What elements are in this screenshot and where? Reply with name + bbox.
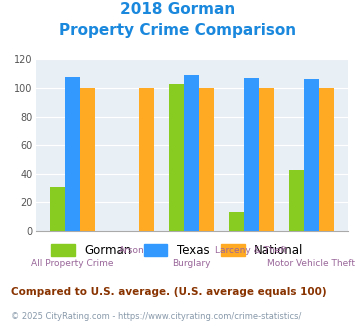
Text: Arson: Arson — [119, 246, 145, 255]
Text: © 2025 CityRating.com - https://www.cityrating.com/crime-statistics/: © 2025 CityRating.com - https://www.city… — [11, 312, 301, 321]
Text: Larceny & Theft: Larceny & Theft — [215, 246, 288, 255]
Bar — [259, 88, 274, 231]
Bar — [140, 88, 154, 231]
Bar — [229, 213, 244, 231]
Text: All Property Crime: All Property Crime — [31, 259, 113, 268]
Bar — [169, 84, 184, 231]
Text: 2018 Gorman: 2018 Gorman — [120, 2, 235, 16]
Text: Motor Vehicle Theft: Motor Vehicle Theft — [267, 259, 355, 268]
Bar — [184, 75, 199, 231]
Bar — [289, 170, 304, 231]
Bar — [199, 88, 214, 231]
Bar — [65, 77, 80, 231]
Bar — [304, 80, 319, 231]
Text: Burglary: Burglary — [173, 259, 211, 268]
Bar — [319, 88, 334, 231]
Bar — [244, 78, 259, 231]
Bar — [50, 187, 65, 231]
Text: Compared to U.S. average. (U.S. average equals 100): Compared to U.S. average. (U.S. average … — [11, 287, 326, 297]
Legend: Gorman, Texas, National: Gorman, Texas, National — [51, 244, 304, 257]
Text: Property Crime Comparison: Property Crime Comparison — [59, 23, 296, 38]
Bar — [80, 88, 94, 231]
